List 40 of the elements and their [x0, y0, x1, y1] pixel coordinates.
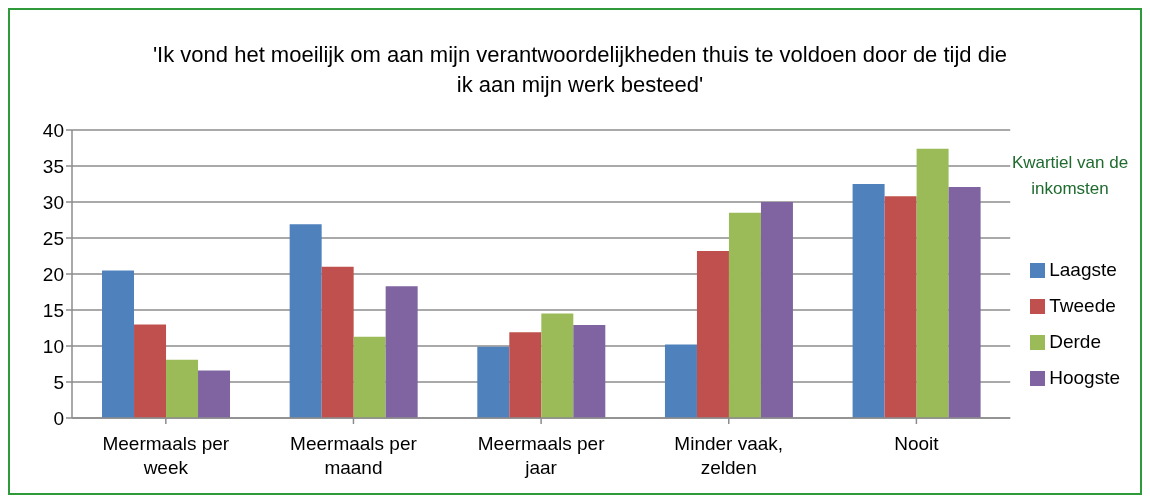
y-tick-label: 15	[42, 299, 64, 321]
y-tick-label: 5	[53, 371, 64, 393]
legend-title: Kwartiel van de inkomsten	[1010, 152, 1130, 200]
bar	[102, 270, 135, 418]
y-tick-label: 0	[53, 407, 64, 429]
x-tick-label: Nooit	[894, 433, 940, 454]
x-tick-label: Meermaals per maand	[290, 433, 418, 478]
bar	[664, 344, 697, 418]
legend-label: Hoogste	[1049, 367, 1120, 388]
x-tick-label: Meermaals per week	[102, 433, 230, 478]
y-tick-label: 40	[42, 119, 64, 141]
y-tick-label: 35	[42, 155, 64, 177]
bar	[696, 250, 729, 418]
y-tick-label: 25	[42, 227, 64, 249]
y-tick-label: 20	[42, 263, 64, 285]
bar	[321, 266, 354, 418]
bar	[573, 325, 606, 418]
bar	[134, 324, 167, 418]
legend-label: Tweede	[1049, 295, 1116, 316]
bar	[916, 148, 949, 418]
y-tick-label: 30	[42, 191, 64, 213]
x-tick-label: Minder vaak, zelden	[674, 433, 784, 478]
y-tick-label: 10	[42, 335, 64, 357]
bar	[198, 370, 231, 418]
bar	[760, 202, 793, 418]
x-tick-label: Meermaals per jaar	[477, 433, 606, 478]
bar	[541, 313, 574, 418]
bar	[884, 196, 917, 418]
bar	[385, 286, 418, 418]
bar	[477, 346, 510, 418]
legend-label: Derde	[1049, 331, 1101, 352]
bar	[166, 359, 199, 418]
bar	[852, 184, 885, 418]
legend-label: Laagste	[1049, 259, 1117, 280]
chart-title: 'Ik vond het moeilijk om aan mijn verantwoordelijkheden thuis te voldoen door de tijd die ik aan mijn werk besteed'	[151, 41, 1009, 99]
bar	[289, 224, 322, 418]
bar	[728, 212, 761, 418]
bar	[948, 186, 981, 418]
bar	[353, 336, 386, 418]
bar	[509, 332, 542, 418]
